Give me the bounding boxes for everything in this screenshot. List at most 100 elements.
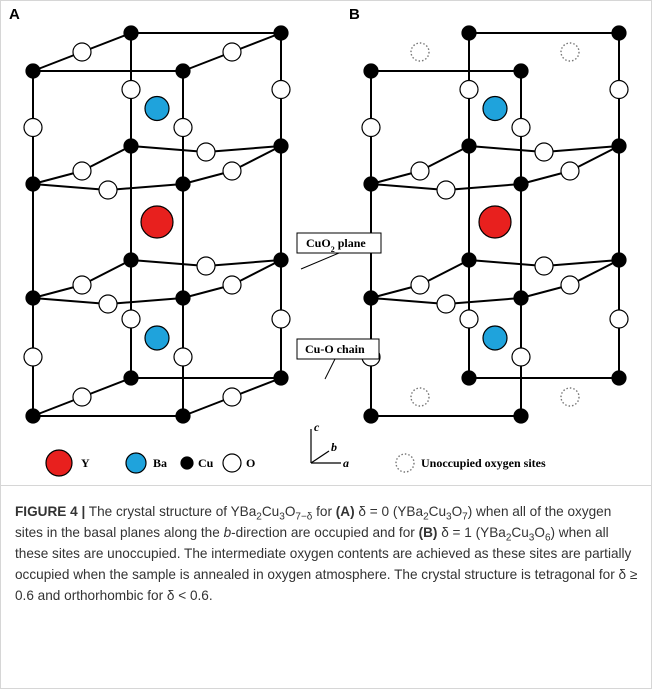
copper-atom: [363, 290, 379, 306]
axis-label: c: [314, 420, 320, 434]
unoccupied-site: [560, 42, 580, 62]
oxygen-atom: [72, 275, 92, 295]
bond: [543, 259, 620, 267]
caption-text: Cu: [261, 504, 280, 519]
callout-label: Cu-O chain: [305, 342, 365, 356]
bond: [130, 145, 207, 153]
oxygen-atom: [361, 117, 381, 138]
caption-text: 2: [256, 511, 262, 523]
oxygen-atom: [196, 256, 216, 276]
caption: FIGURE 4 | The crystal structure of YBa2…: [15, 501, 639, 606]
legend-swatch: [45, 449, 73, 477]
copper-atom: [461, 252, 477, 268]
caption-text: ) when all these sites are unoccupied. T…: [15, 525, 638, 603]
copper-atom: [123, 138, 139, 154]
copper-atom: [513, 408, 529, 424]
oxygen-atom: [72, 42, 92, 62]
copper-atom: [513, 290, 529, 306]
copper-atom: [363, 63, 379, 79]
caption-text: b: [223, 525, 232, 540]
oxygen-atom: [222, 387, 242, 407]
bond: [468, 145, 545, 153]
oxygen-atom: [459, 79, 479, 100]
divider: [1, 485, 651, 486]
bond: [32, 183, 109, 191]
copper-atom: [25, 408, 41, 424]
caption-text: Cu: [428, 504, 447, 519]
copper-atom: [123, 25, 139, 41]
bond: [32, 297, 109, 305]
legend-label: O: [246, 456, 255, 470]
unoccupied-site: [410, 42, 430, 62]
oxygen-atom: [23, 117, 43, 138]
oxygen-atom: [173, 117, 193, 138]
copper-atom: [123, 370, 139, 386]
legend-label: Cu: [198, 456, 214, 470]
oxygen-atom: [271, 309, 291, 329]
oxygen-atom: [560, 161, 580, 181]
copper-atom: [273, 370, 289, 386]
oxygen-atom: [410, 275, 430, 295]
oxygen-atom: [436, 294, 456, 314]
caption-text: O: [451, 504, 463, 519]
barium-atom: [144, 95, 170, 122]
copper-atom: [363, 408, 379, 424]
oxygen-atom: [609, 79, 629, 100]
oxygen-atom: [534, 256, 554, 276]
callout-label: plane: [335, 236, 367, 250]
copper-atom: [25, 63, 41, 79]
yttrium-atom: [140, 205, 174, 239]
oxygen-atom: [271, 79, 291, 100]
caption-text: 7−δ: [295, 511, 313, 523]
legend-swatch: [125, 452, 147, 474]
copper-atom: [461, 25, 477, 41]
bond: [130, 259, 207, 267]
copper-atom: [513, 176, 529, 192]
oxygen-atom: [121, 79, 141, 100]
unoccupied-site: [560, 387, 580, 407]
copper-atom: [25, 176, 41, 192]
copper-atom: [175, 176, 191, 192]
oxygen-atom: [534, 142, 554, 162]
copper-atom: [611, 138, 627, 154]
oxygen-atom: [436, 180, 456, 200]
callout-label: CuO: [306, 236, 331, 250]
oxygen-atom: [560, 275, 580, 295]
legend-label: Unoccupied oxygen sites: [421, 456, 546, 470]
oxygen-atom: [98, 180, 118, 200]
caption-text: O: [284, 504, 296, 519]
caption-text: O: [534, 525, 545, 540]
oxygen-atom: [98, 294, 118, 314]
legend-label: Ba: [153, 456, 167, 470]
oxygen-atom: [459, 309, 479, 329]
caption-text: FIGURE 4 |: [15, 504, 86, 519]
bond: [445, 183, 522, 191]
caption-text: 2: [423, 511, 429, 523]
caption-text: -direction are occupied and for: [231, 525, 419, 540]
barium-atom: [482, 95, 508, 122]
callout-label: CuO2 plane: [306, 236, 366, 254]
bond: [468, 259, 545, 267]
oxygen-atom: [121, 309, 141, 329]
caption-text: 3: [446, 511, 452, 523]
pointer: [300, 252, 340, 270]
oxygen-atom: [72, 387, 92, 407]
copper-atom: [175, 63, 191, 79]
caption-text: 2: [505, 532, 512, 544]
caption-text: Cu: [511, 525, 529, 540]
oxygen-atom: [511, 117, 531, 138]
legend-label: Y: [81, 456, 90, 470]
bond: [370, 183, 447, 191]
bond: [107, 183, 184, 191]
copper-atom: [25, 290, 41, 306]
bond: [107, 297, 184, 305]
oxygen-atom: [222, 161, 242, 181]
pointer: [324, 358, 336, 380]
legend-swatch: [222, 453, 242, 473]
caption-text: 7: [462, 511, 468, 523]
caption-text: 6: [544, 532, 551, 544]
copper-atom: [611, 370, 627, 386]
axis-label: b: [331, 440, 337, 454]
unoccupied-site: [410, 387, 430, 407]
